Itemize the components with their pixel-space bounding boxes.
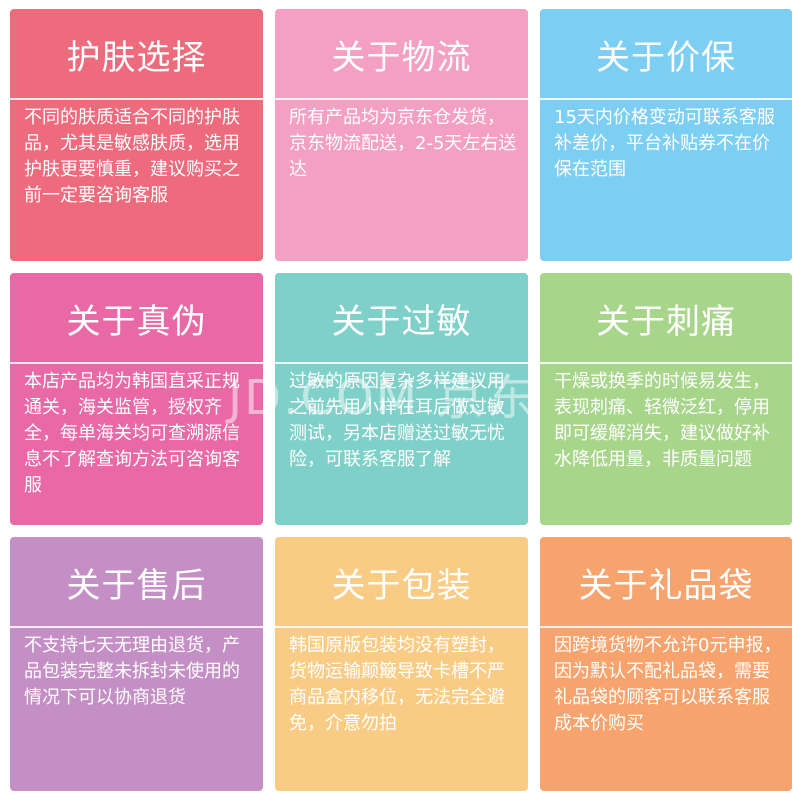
card-logistics: 关于物流 所有产品均为京东仓发货，京东物流配送，2-5天左右送达 (275, 9, 528, 261)
card-title: 关于礼品袋 (578, 565, 754, 606)
card-body: 因跨境货物不允许0元申报，因为默认不配礼品袋，需要礼品袋的顾客可以联系客服成本价… (554, 635, 782, 734)
divider (10, 98, 263, 100)
card-title: 关于包装 (331, 565, 472, 606)
card-title: 关于过敏 (331, 301, 472, 342)
card-title: 关于售后 (66, 565, 207, 606)
card-stinging: 关于刺痛 干燥或换季的时候易发生，表现刺痛、轻微泛红，停用即可缓解消失，建议做好… (540, 273, 792, 525)
card-packaging: 关于包装 韩国原版包装均没有塑封，货物运输颠簸导致卡槽不严商品盒内移位，无法完全… (275, 537, 528, 791)
card-body: 所有产品均为京东仓发货，京东物流配送，2-5天左右送达 (289, 107, 517, 180)
card-title: 关于真伪 (66, 301, 207, 342)
card-allergy: 关于过敏 过敏的原因复杂多样建议用之前先用小样在耳后做过敏测试，另本店赠送过敏无… (275, 273, 528, 525)
divider (540, 362, 792, 364)
divider (275, 98, 528, 100)
card-authenticity: 关于真伪 本店产品均为韩国直采正规通关，海关监管，授权齐全，每单海关均可查溯源信… (10, 273, 263, 525)
divider (540, 98, 792, 100)
card-body: 不同的肤质适合不同的护肤品，尤其是敏感肤质，选用护肤更要慎重，建议购买之前一定要… (24, 107, 240, 206)
card-title: 关于物流 (331, 37, 472, 78)
divider (10, 626, 263, 628)
divider (275, 362, 528, 364)
card-body: 不支持七天无理由退货，产品包装完整未拆封未使用的情况下可以协商退货 (24, 635, 240, 708)
divider (540, 626, 792, 628)
card-body: 过敏的原因复杂多样建议用之前先用小样在耳后做过敏测试，另本店赠送过敏无忧险，可联… (289, 371, 505, 470)
card-skincare-choice: 护肤选择 不同的肤质适合不同的护肤品，尤其是敏感肤质，选用护肤更要慎重，建议购买… (10, 9, 263, 261)
card-gift-bag: 关于礼品袋 因跨境货物不允许0元申报，因为默认不配礼品袋，需要礼品袋的顾客可以联… (540, 537, 792, 791)
faq-grid: 护肤选择 不同的肤质适合不同的护肤品，尤其是敏感肤质，选用护肤更要慎重，建议购买… (10, 9, 792, 791)
divider (10, 362, 263, 364)
card-body: 韩国原版包装均没有塑封，货物运输颠簸导致卡槽不严商品盒内移位，无法完全避免，介意… (289, 635, 505, 734)
card-body: 干燥或换季的时候易发生，表现刺痛、轻微泛红，停用即可缓解消失，建议做好补水降低用… (554, 371, 770, 470)
card-title: 关于价保 (596, 37, 736, 78)
card-title: 护肤选择 (66, 37, 207, 78)
card-after-sales: 关于售后 不支持七天无理由退货，产品包装完整未拆封未使用的情况下可以协商退货 (10, 537, 263, 791)
card-body: 本店产品均为韩国直采正规通关，海关监管，授权齐全，每单海关均可查溯源信息不了解查… (24, 371, 240, 496)
divider (275, 626, 528, 628)
card-title: 关于刺痛 (596, 301, 736, 342)
card-price-protection: 关于价保 15天内价格变动可联系客服补差价，平台补贴券不在价保在范围 (540, 9, 792, 261)
card-body: 15天内价格变动可联系客服补差价，平台补贴券不在价保在范围 (554, 107, 775, 180)
